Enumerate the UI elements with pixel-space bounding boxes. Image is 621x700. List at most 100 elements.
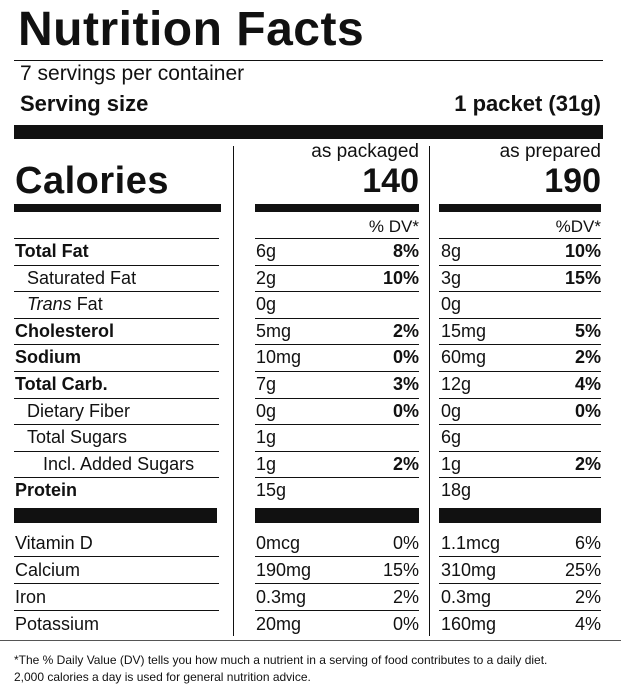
amount-packaged: 15g — [256, 480, 287, 501]
row-line — [439, 264, 601, 266]
row-line — [255, 371, 419, 372]
row-line — [439, 397, 601, 399]
dv-packaged: 2% — [392, 320, 419, 341]
row-line — [439, 450, 601, 452]
dv-packaged: 3% — [392, 374, 419, 394]
serving-size-value: 1 packet (31g) — [454, 91, 601, 116]
amount-prepared: 6g — [441, 427, 462, 448]
vitamin-row-line — [255, 556, 419, 557]
vitamin-name: Iron — [15, 587, 47, 607]
dv-prepared: 4% — [574, 374, 601, 394]
vitamin-row-line — [14, 583, 219, 584]
vitamin-bar-left — [14, 508, 217, 523]
amount-packaged: 1g — [256, 453, 277, 474]
row-line — [14, 477, 219, 479]
vitamin-amount-packaged: 20mg — [256, 614, 302, 634]
footnote-divider — [0, 640, 621, 641]
vitamin-amount-packaged: 0mcg — [256, 533, 301, 553]
amount-prepared: 12g — [441, 374, 472, 394]
dv-prepared: 10% — [564, 241, 601, 261]
footnote-line-1: *The % Daily Value (DV) tells you how mu… — [14, 653, 548, 667]
row-line — [255, 264, 419, 266]
amount-packaged: 6g — [256, 241, 277, 261]
column-divider-2 — [429, 146, 430, 636]
vitamin-name: Vitamin D — [15, 533, 93, 553]
vitamin-dv-prepared: 25% — [564, 560, 601, 580]
dv-packaged: 8% — [392, 241, 419, 261]
vitamin-row-line — [255, 583, 419, 584]
vitamin-amount-prepared: 1.1mcg — [441, 533, 501, 553]
row-line — [255, 424, 419, 426]
row-line — [255, 450, 419, 452]
row-line — [14, 450, 219, 452]
servings-per-container: 7 servings per container — [20, 62, 245, 85]
row-line — [14, 238, 219, 239]
vitamin-dv-packaged: 2% — [392, 587, 419, 607]
row-line — [255, 238, 419, 239]
vitamin-amount-prepared: 310mg — [441, 560, 497, 580]
row-line — [439, 238, 601, 239]
row-line — [439, 477, 601, 479]
vitamin-row-line — [439, 610, 601, 611]
vitamin-dv-prepared: 4% — [574, 614, 601, 634]
row-line — [14, 264, 219, 266]
amount-packaged: 0g — [256, 294, 277, 315]
amount-packaged: 5mg — [256, 320, 292, 341]
dv-prepared: 2% — [574, 453, 601, 474]
footnote-line-2: 2,000 calories a day is used for general… — [14, 670, 311, 684]
title-divider — [14, 60, 603, 61]
row-line — [439, 317, 601, 319]
vitamin-dv-packaged: 15% — [382, 560, 419, 580]
amount-prepared: 8g — [441, 241, 462, 261]
calories-bar-prepared — [439, 204, 601, 212]
row-line — [14, 317, 219, 319]
nutrient-name: Total Sugars — [27, 427, 128, 448]
nutrient-name: Sodium — [15, 347, 81, 368]
vitamin-bar-prepared — [439, 508, 601, 523]
vitamin-row-line — [255, 610, 419, 611]
vitamin-dv-packaged: 0% — [392, 614, 419, 634]
dv-prepared: 0% — [574, 400, 601, 421]
calories-bar-packaged — [255, 204, 419, 212]
calories-bar-left — [14, 204, 221, 212]
vitamin-bar-packaged — [255, 508, 419, 523]
amount-packaged: 2g — [256, 267, 277, 288]
vitamin-row-line — [14, 610, 219, 611]
nutrient-name: Dietary Fiber — [27, 400, 131, 421]
column-header-packaged: as packaged — [311, 141, 419, 162]
label-title: Nutrition Facts — [18, 3, 365, 56]
calories-packaged: 140 — [362, 162, 419, 200]
row-line — [14, 371, 219, 372]
amount-prepared: 0g — [441, 294, 462, 315]
row-line — [439, 291, 601, 293]
dv-packaged: 2% — [392, 453, 419, 474]
vitamin-amount-packaged: 0.3mg — [256, 587, 307, 607]
trans-italic: Trans — [27, 294, 72, 315]
dv-prepared: 2% — [574, 347, 601, 368]
nutrient-name: Trans Fat — [27, 294, 103, 314]
thick-divider-top — [14, 125, 603, 139]
trans-rest: Fat — [71, 294, 103, 315]
amount-packaged: 10mg — [256, 347, 302, 368]
amount-prepared: 60mg — [441, 347, 487, 368]
row-line — [255, 397, 419, 399]
row-line — [14, 397, 219, 399]
row-line — [255, 291, 419, 293]
row-line — [14, 424, 219, 426]
vitamin-amount-prepared: 0.3mg — [441, 587, 492, 607]
column-header-prepared: as prepared — [499, 141, 601, 162]
amount-packaged: 7g — [256, 374, 277, 394]
nutrient-name: Protein — [15, 480, 78, 501]
row-line — [439, 371, 601, 372]
row-line — [255, 317, 419, 319]
vitamin-dv-packaged: 0% — [392, 533, 419, 553]
calories-prepared: 190 — [544, 162, 601, 200]
nutrient-name: Total Carb. — [15, 374, 108, 394]
dv-prepared: 5% — [574, 320, 601, 341]
vitamin-name: Potassium — [15, 614, 100, 634]
vitamin-dv-prepared: 2% — [574, 587, 601, 607]
row-line — [255, 477, 419, 479]
vitamin-name: Calcium — [15, 560, 81, 580]
nutrient-name: Total Fat — [15, 241, 89, 261]
dv-header-packaged: % DV* — [368, 217, 419, 236]
